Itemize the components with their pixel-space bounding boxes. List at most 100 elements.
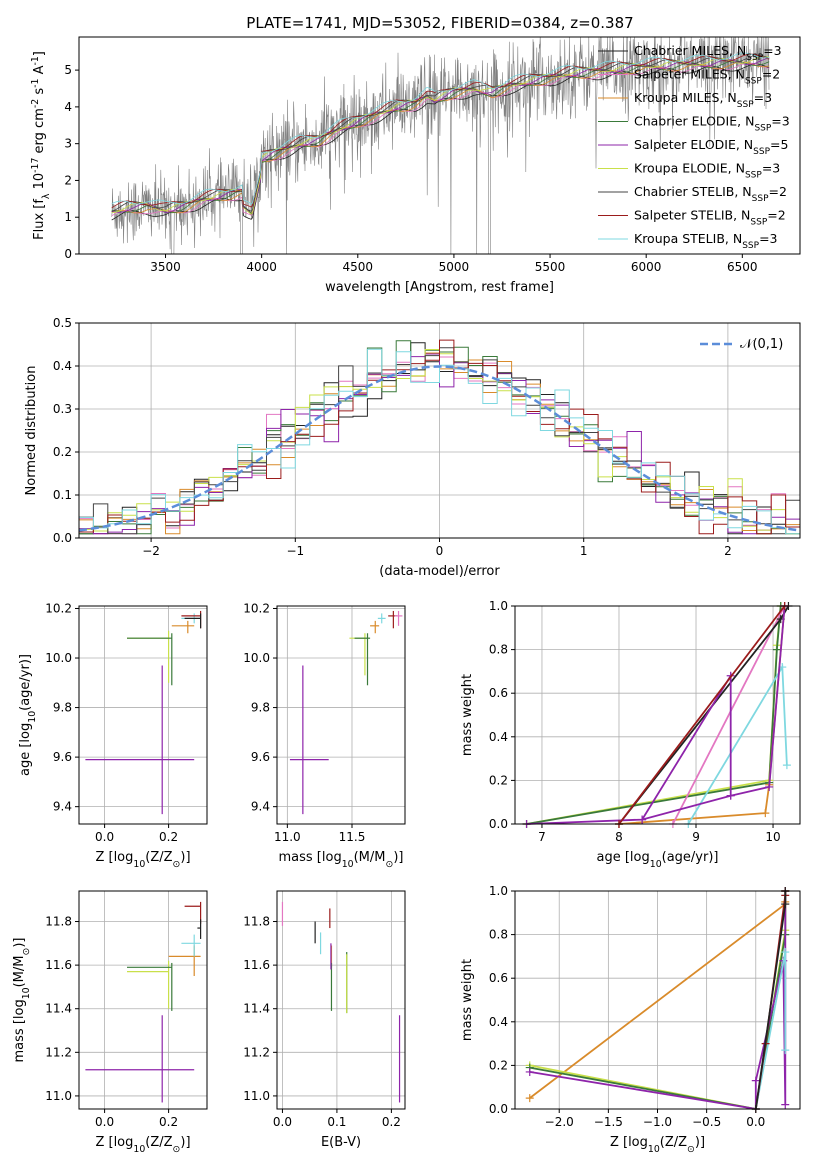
- y-tick-label: 4: [64, 100, 72, 114]
- y-tick-label: 0.5: [53, 316, 72, 330]
- legend-label: Kroupa MILES, NSSP=3: [634, 90, 772, 110]
- marker-plus: [726, 791, 735, 800]
- axes-frame: [78, 36, 801, 255]
- y-tick-label: 0.6: [489, 686, 508, 700]
- legend-label: Chabrier ELODIE, NSSP=3: [634, 114, 790, 134]
- y-tick-label: 9.4: [251, 800, 270, 814]
- y-tick-label: 0.4: [489, 1015, 508, 1029]
- x-tick-label: 4000: [246, 260, 277, 274]
- x-axis-label: (data-model)/error: [379, 564, 500, 579]
- x-tick-label: −1.5: [594, 1115, 623, 1129]
- x-axis-label: mass [log10(M/M⊙)]: [279, 850, 404, 870]
- x-tick-label: 0.2: [159, 1115, 178, 1129]
- y-tick-label: 9.8: [251, 701, 270, 715]
- y-tick-label: 10.0: [243, 651, 270, 665]
- mass-weight-line: [526, 605, 782, 825]
- y-tick-label: 9.4: [53, 800, 72, 814]
- y-tick-label: 11.0: [243, 1089, 270, 1103]
- legend-label: Salpeter ELODIE, NSSP=5: [634, 137, 788, 157]
- y-axis-label: mass [log10(M/M⊙)]: [12, 938, 32, 1063]
- y-axis-label: Normed distribution: [24, 366, 39, 496]
- legend-label: Kroupa ELODIE, NSSP=3: [634, 161, 780, 181]
- axes-frame: [514, 890, 801, 1110]
- marker-plus: [751, 1076, 760, 1085]
- y-tick-label: 0.8: [489, 928, 508, 942]
- y-tick-label: 0.8: [489, 643, 508, 657]
- y-tick-label: 0.0: [489, 1102, 508, 1116]
- axes-frame: [276, 605, 406, 825]
- y-tick-label: 0.2: [53, 445, 72, 459]
- y-tick-label: 1: [64, 210, 72, 224]
- y-tick-label: 0.0: [53, 531, 72, 545]
- x-tick-label: −2: [142, 544, 160, 558]
- marker-plus: [638, 815, 647, 824]
- legend-label: Kroupa STELIB, NSSP=3: [634, 231, 778, 251]
- y-tick-label: 11.4: [243, 1002, 270, 1016]
- mass-weight-line: [526, 605, 786, 825]
- x-tick-label: −1.0: [643, 1115, 672, 1129]
- y-tick-label: 2: [64, 173, 72, 187]
- y-tick-label: 11.6: [45, 958, 72, 972]
- gaussian-curve: [78, 365, 801, 532]
- y-tick-label: 3: [64, 137, 72, 151]
- marker-plus: [761, 809, 770, 818]
- x-tick-label: 0.0: [273, 1115, 292, 1129]
- x-axis-label: Z [log10(Z/Z⊙)]: [610, 1135, 705, 1155]
- y-tick-label: 0.1: [53, 488, 72, 502]
- y-axis-label: age [log10(age/yr)]: [18, 654, 38, 776]
- model-spectrum-line: [111, 53, 770, 209]
- histogram-step: [79, 348, 800, 535]
- y-tick-label: 10.0: [45, 651, 72, 665]
- y-tick-label: 9.6: [53, 750, 72, 764]
- x-tick-label: 4500: [343, 260, 374, 274]
- y-tick-label: 0.2: [489, 1058, 508, 1072]
- x-tick-label: −1: [286, 544, 304, 558]
- x-tick-label: 0.0: [95, 1115, 114, 1129]
- x-tick-label: 5000: [439, 260, 470, 274]
- y-tick-label: 0.6: [489, 971, 508, 985]
- y-tick-label: 9.6: [251, 750, 270, 764]
- model-spectrum-line: [111, 61, 770, 214]
- marker-plus: [781, 948, 790, 957]
- x-tick-label: 5500: [535, 260, 566, 274]
- y-tick-label: 1.0: [489, 599, 508, 613]
- x-tick-label: −2.0: [545, 1115, 574, 1129]
- axes-frame: [276, 890, 406, 1110]
- x-tick-label: 0.0: [746, 1115, 765, 1129]
- x-tick-label: 11.5: [339, 830, 366, 844]
- x-axis-label: Z [log10(Z/Z⊙)]: [95, 1135, 190, 1155]
- x-tick-label: 0.2: [382, 1115, 401, 1129]
- x-tick-label: 11.0: [274, 830, 301, 844]
- x-tick-label: 3500: [150, 260, 181, 274]
- legend-label: Salpeter MILES, NSSP=2: [634, 67, 780, 87]
- y-tick-label: 11.4: [45, 1002, 72, 1016]
- legend-label: 𝒩(0,1): [740, 337, 783, 352]
- x-axis-label: wavelength [Angstrom, rest frame]: [325, 280, 554, 295]
- y-tick-label: 10.2: [243, 601, 270, 615]
- marker-plus: [781, 900, 790, 909]
- marker-plus: [782, 761, 791, 770]
- y-tick-label: 11.6: [243, 958, 270, 972]
- x-tick-label: −0.5: [692, 1115, 721, 1129]
- figure-title: PLATE=1741, MJD=53052, FIBERID=0384, z=0…: [246, 14, 633, 32]
- axes-frame: [514, 605, 801, 825]
- x-tick-label: 1: [580, 544, 588, 558]
- plots-layer: 3500 4000 4500 5000 5500 6000 6500 0 1 2 3 4 5 wavele…: [12, 36, 801, 1155]
- axes-frame: [78, 322, 801, 539]
- y-tick-label: 10.2: [45, 601, 72, 615]
- marker-plus: [781, 1046, 790, 1055]
- y-tick-label: 11.0: [45, 1089, 72, 1103]
- y-tick-label: 1.0: [489, 884, 508, 898]
- y-axis-label: mass weight: [460, 674, 475, 756]
- legend-label: Chabrier STELIB, NSSP=2: [634, 184, 787, 204]
- marker-plus: [781, 1100, 790, 1109]
- y-tick-label: 11.2: [45, 1045, 72, 1059]
- x-tick-label: 0.2: [159, 830, 178, 844]
- y-tick-label: 11.2: [243, 1045, 270, 1059]
- x-tick-label: 6000: [631, 260, 662, 274]
- x-axis-label: E(B-V): [321, 1135, 361, 1150]
- marker-plus: [525, 1067, 534, 1076]
- mass-weight-line: [618, 605, 786, 825]
- x-tick-label: 0: [436, 544, 444, 558]
- model-spectrum-line: [111, 57, 770, 216]
